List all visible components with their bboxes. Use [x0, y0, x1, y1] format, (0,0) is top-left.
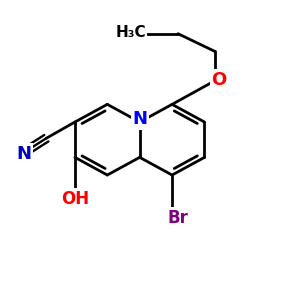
Text: Br: Br [167, 209, 188, 227]
Text: O: O [212, 71, 227, 89]
Text: OH: OH [61, 190, 89, 208]
Text: H₃C: H₃C [116, 25, 146, 40]
Text: N: N [132, 110, 147, 128]
Text: N: N [17, 145, 32, 163]
